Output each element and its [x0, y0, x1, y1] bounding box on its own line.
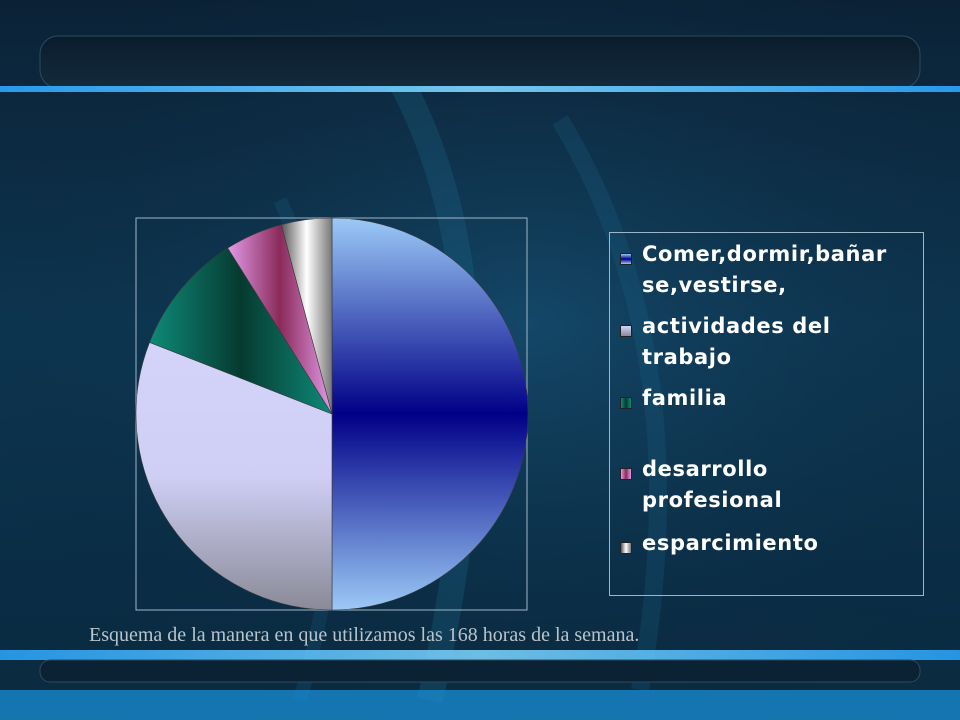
pie-slice-trabajo — [135, 342, 333, 611]
legend-swatch-trabajo — [620, 325, 632, 337]
legend-swatch-comer — [620, 253, 632, 265]
legend-swatch-esparcimiento — [620, 542, 632, 554]
legend-item-esparcimiento: esparcimiento — [620, 528, 920, 559]
legend-item-trabajo: actividades del trabajo — [620, 311, 920, 373]
legend-label-trabajo: actividades del trabajo — [642, 314, 831, 369]
legend-label-comer: Comer,dormir,bañar se,vestirse, — [642, 242, 887, 297]
chart-caption: Esquema de la manera en que utilizamos l… — [89, 624, 640, 646]
legend-item-desarrollo: desarrollo profesional — [620, 454, 920, 516]
legend-label-esparcimiento: esparcimiento — [642, 531, 819, 555]
legend-item-familia: familia — [620, 383, 920, 414]
legend-swatch-familia — [620, 397, 632, 409]
chart-legend: Comer,dormir,bañar se,vestirse, activida… — [609, 232, 924, 596]
pie-slice-comer — [331, 217, 529, 611]
legend-swatch-desarrollo — [620, 468, 632, 480]
legend-label-familia: familia — [642, 386, 728, 410]
legend-item-comer: Comer,dormir,bañar se,vestirse, — [620, 239, 920, 301]
pie-slice-esparcimiento — [280, 217, 333, 415]
pie-slice-familia — [149, 247, 333, 415]
legend-label-desarrollo: desarrollo profesional — [642, 457, 783, 512]
